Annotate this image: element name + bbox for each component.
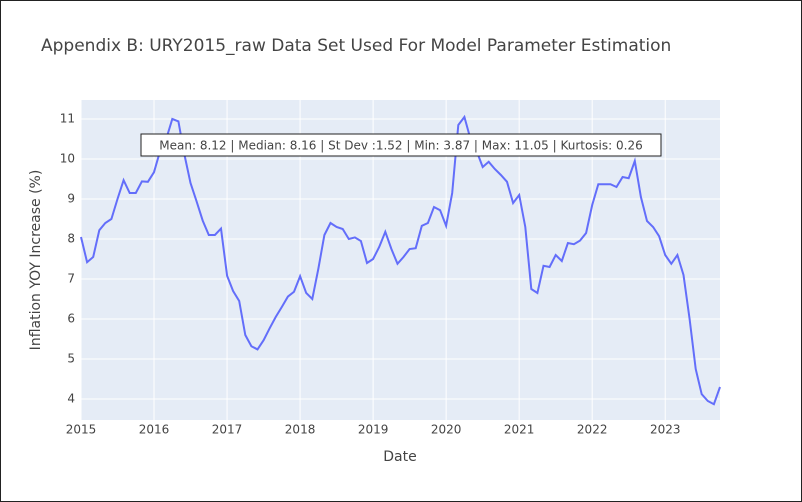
y-axis-title: Inflation YOY Increase (%) [28, 170, 44, 351]
y-tick-label: 10 [60, 152, 75, 166]
x-tick-label: 2020 [431, 423, 462, 437]
x-tick-label: 2022 [577, 423, 608, 437]
y-tick-label: 6 [67, 312, 75, 326]
x-tick-label: 2021 [504, 423, 535, 437]
x-tick-label: 2017 [212, 423, 243, 437]
x-axis-title: Date [383, 449, 416, 465]
annotation-box [140, 133, 662, 157]
annotation: Mean: 8.12 | Median: 8.16 | St Dev :1.52… [159, 139, 642, 153]
y-tick-label: 9 [67, 192, 75, 206]
x-tick-label: 2016 [139, 423, 170, 437]
y-tick-label: 11 [60, 112, 75, 126]
y-tick-label: 7 [67, 272, 75, 286]
y-tick-label: 5 [67, 352, 75, 366]
y-tick-label: 4 [67, 392, 75, 406]
x-tick-label: 2015 [66, 423, 97, 437]
x-tick-label: 2023 [650, 423, 681, 437]
chart-title: Appendix B: URY2015_raw Data Set Used Fo… [41, 36, 671, 56]
y-tick-label: 8 [67, 232, 75, 246]
x-tick-label: 2019 [358, 423, 389, 437]
line-series [80, 114, 721, 406]
x-tick-label: 2018 [285, 423, 316, 437]
